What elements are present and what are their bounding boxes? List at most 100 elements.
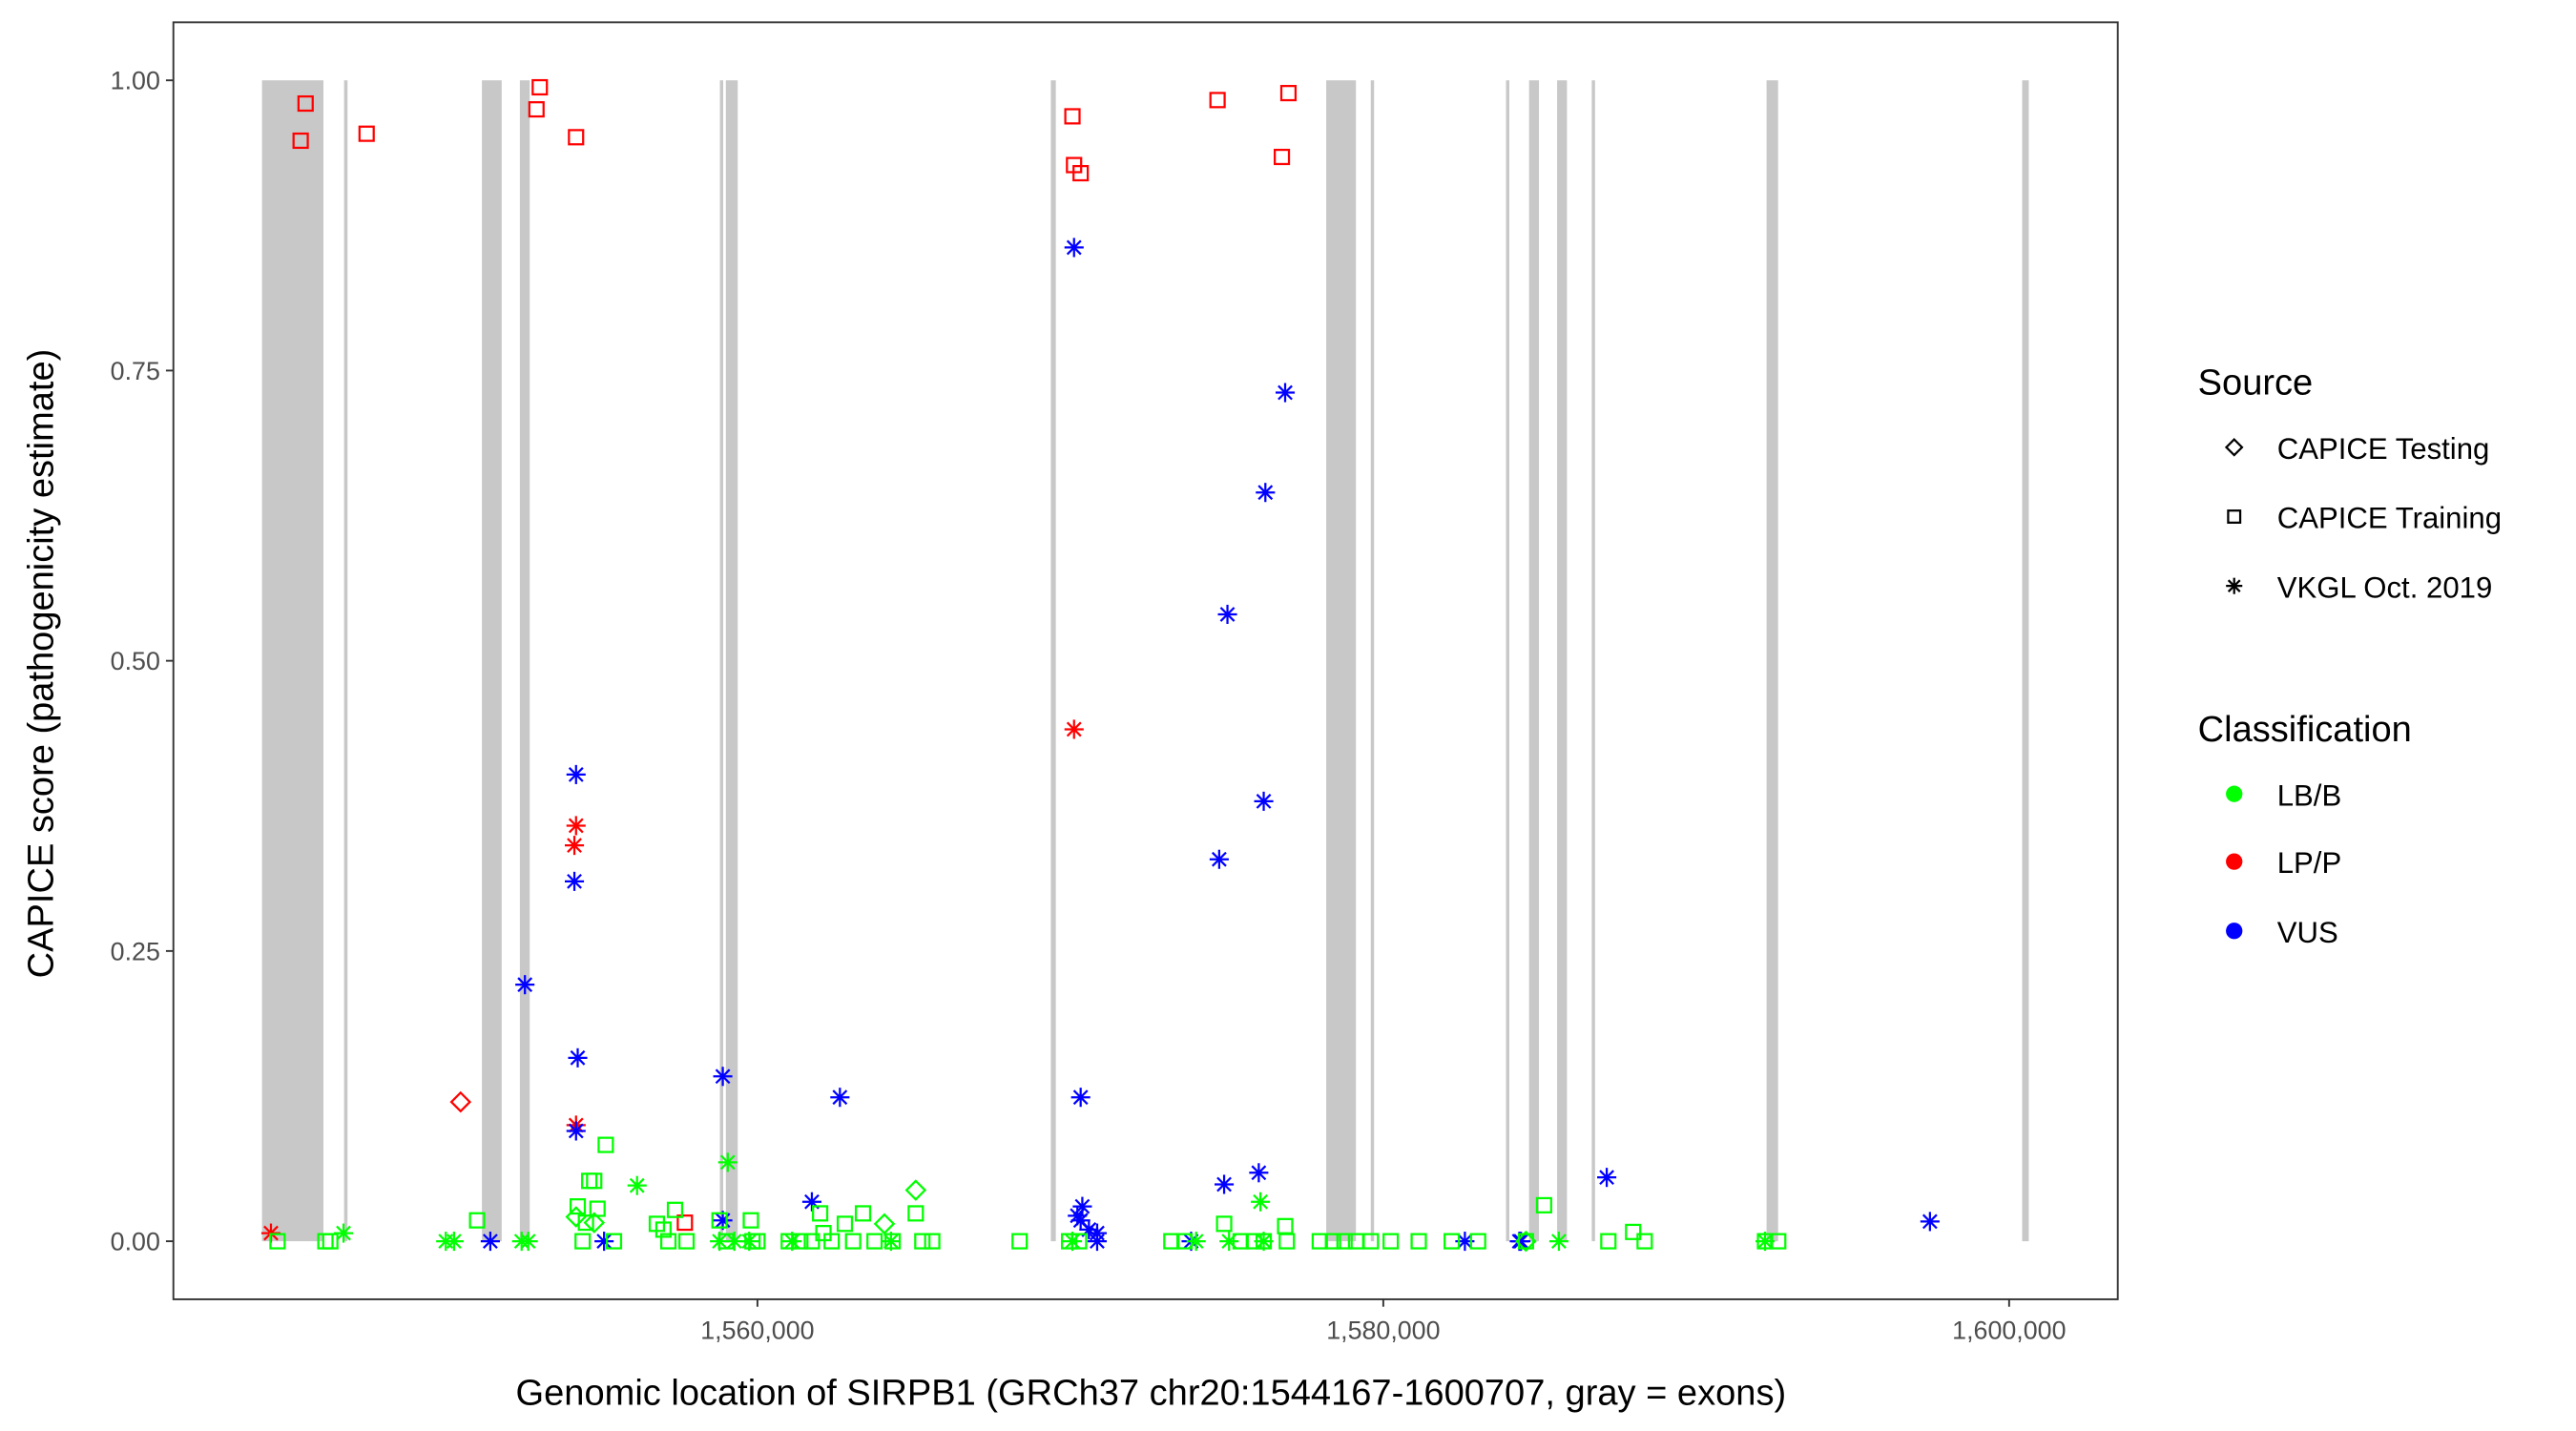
data-point [1215, 1174, 1235, 1194]
data-point [480, 1232, 500, 1252]
data-point [586, 1172, 603, 1190]
data-point [1625, 1223, 1642, 1240]
legend-square-icon [2227, 509, 2242, 524]
data-point [1517, 1233, 1534, 1250]
data-point [1070, 1088, 1091, 1108]
data-point [801, 1192, 821, 1212]
data-point [1636, 1233, 1653, 1250]
data-point [1548, 1232, 1568, 1252]
data-point [358, 125, 375, 142]
data-point [1279, 85, 1298, 102]
y-axis-title: CAPICE score (pathogenicity estimate) [21, 349, 61, 979]
y-tick-label: 0.50 [111, 647, 160, 675]
data-point [881, 1232, 901, 1252]
data-point [1254, 1232, 1274, 1252]
exon-band [1370, 80, 1375, 1242]
legend-diamond-icon [2224, 438, 2244, 457]
data-point [1515, 1230, 1537, 1253]
data-point [1597, 1168, 1617, 1188]
data-point [449, 1090, 472, 1113]
data-point [1209, 92, 1226, 109]
data-point [1186, 1232, 1206, 1252]
data-point [1064, 719, 1084, 739]
data-point [1163, 1233, 1180, 1250]
data-point [1600, 1233, 1617, 1250]
legend-source-label: CAPICE Testing [2277, 432, 2490, 466]
exon-band [1591, 80, 1595, 1242]
data-point [782, 1232, 802, 1252]
data-point [1011, 1233, 1028, 1250]
data-point [1064, 108, 1081, 125]
legend-asterisk-icon [2226, 577, 2243, 594]
data-point [565, 836, 585, 856]
data-point [528, 101, 545, 118]
y-axis: 0.00 0.25 0.50 0.75 1.00 [111, 67, 174, 1256]
legend-classification-keys [2226, 785, 2243, 940]
exon-band [261, 80, 323, 1242]
exon-bands [261, 80, 2029, 1242]
data-point [468, 1212, 486, 1229]
data-point [568, 129, 585, 146]
data-point [844, 1233, 862, 1250]
data-point [1254, 791, 1274, 811]
data-point [565, 871, 585, 891]
data-point [1535, 1196, 1552, 1213]
data-point [710, 1232, 730, 1252]
data-point [854, 1205, 872, 1222]
data-point [1209, 849, 1229, 869]
x-tick-label: 1,560,000 [700, 1316, 814, 1344]
data-point [518, 1232, 538, 1252]
x-tick-label: 1,580,000 [1326, 1316, 1440, 1344]
data-point [515, 975, 535, 995]
data-point [739, 1232, 759, 1252]
exon-band [1528, 80, 1540, 1242]
data-point [711, 1212, 728, 1229]
data-point [581, 1172, 598, 1190]
data-point [1382, 1233, 1400, 1250]
legend-source-title: Source [2198, 363, 2314, 404]
x-tick-label: 1,600,000 [1952, 1316, 2066, 1344]
data-point [1063, 1232, 1083, 1252]
data-point [605, 1233, 623, 1250]
data-points [260, 78, 1940, 1253]
data-point [583, 1212, 606, 1234]
legend-classification-label: VUS [2277, 916, 2338, 949]
data-point [1274, 148, 1291, 166]
data-point [1278, 1233, 1296, 1250]
legend-source-label: VKGL Oct. 2019 [2277, 570, 2493, 604]
data-point [1215, 1215, 1233, 1233]
data-point [1219, 1232, 1239, 1252]
data-point [568, 1047, 588, 1068]
data-point [594, 1232, 614, 1252]
exon-band [519, 80, 530, 1242]
data-point [924, 1233, 941, 1250]
exon-band [1050, 80, 1056, 1242]
data-point [334, 1223, 354, 1243]
data-point [569, 1198, 587, 1215]
exon-band [2022, 80, 2029, 1242]
data-point [1217, 604, 1237, 625]
y-tick-label: 0.00 [111, 1228, 160, 1256]
data-point [654, 1221, 672, 1238]
legend: Source CAPICE Testing CAPICE Training VK… [2198, 363, 2502, 949]
data-point [1256, 483, 1276, 503]
legend-classification-title: Classification [2198, 710, 2412, 750]
data-point [1755, 1232, 1776, 1252]
exon-band [1326, 80, 1357, 1242]
legend-classification-label: LP/P [2277, 846, 2341, 880]
x-axis: 1,560,000 1,580,000 1,600,000 [700, 1298, 2066, 1344]
data-point [676, 1214, 694, 1232]
data-point [836, 1215, 854, 1233]
data-point [904, 1179, 927, 1201]
data-point [574, 1233, 592, 1250]
exon-band [719, 80, 724, 1242]
data-point [873, 1213, 896, 1235]
data-point [627, 1175, 647, 1195]
exon-band [1506, 80, 1509, 1242]
data-point [724, 1232, 744, 1252]
data-point [659, 1233, 677, 1250]
data-point [1087, 1232, 1108, 1252]
exon-band [725, 80, 738, 1242]
data-point [666, 1201, 684, 1218]
